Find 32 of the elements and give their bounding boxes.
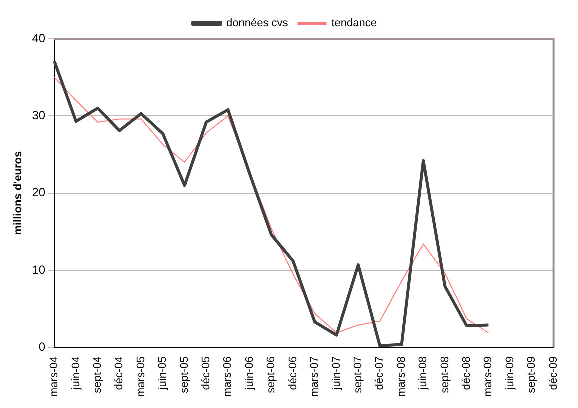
legend-label: tendance xyxy=(332,18,378,30)
y-tick-label: 20 xyxy=(32,186,46,200)
x-tick-label: déc-09 xyxy=(548,356,560,390)
x-tick-label: juin-07 xyxy=(330,356,343,391)
x-tick-label: juin-06 xyxy=(244,356,256,391)
x-tick-label: déc-04 xyxy=(114,356,126,390)
x-tick-label: déc-07 xyxy=(374,356,386,390)
x-tick-label: juin-09 xyxy=(504,356,516,391)
x-tick-label: déc-08 xyxy=(461,356,474,390)
x-tick-label: mars-04 xyxy=(48,356,61,397)
x-tick-label: sept-04 xyxy=(92,356,104,394)
x-tick-label: mars-05 xyxy=(135,356,148,397)
x-tick-label: sept-06 xyxy=(266,356,278,394)
x-tick-label: sept-08 xyxy=(439,356,452,394)
x-tick-label: sept-05 xyxy=(178,356,191,394)
x-tick-label: mars-08 xyxy=(396,356,408,397)
x-tick-label: juin-04 xyxy=(70,356,82,391)
x-tick-label: déc-06 xyxy=(287,356,300,390)
y-tick-label: 10 xyxy=(32,262,46,277)
x-tick-label: mars-09 xyxy=(482,356,495,397)
x-tick-label: juin-08 xyxy=(418,356,430,391)
x-tick-label: juin-05 xyxy=(157,356,170,391)
legend-label: données cvs xyxy=(226,18,289,30)
x-tick-label: sept-07 xyxy=(352,356,364,394)
y-tick-label: 30 xyxy=(32,108,46,122)
x-tick-label: mars-07 xyxy=(309,356,322,397)
y-tick-label: 0 xyxy=(38,340,46,354)
y-axis-title: millions d'euros xyxy=(12,151,25,236)
x-tick-label: déc-05 xyxy=(200,356,213,390)
x-tick-label: sept-09 xyxy=(526,356,538,394)
y-tick-label: 40 xyxy=(32,31,46,46)
x-tick-label: mars-06 xyxy=(222,356,234,397)
